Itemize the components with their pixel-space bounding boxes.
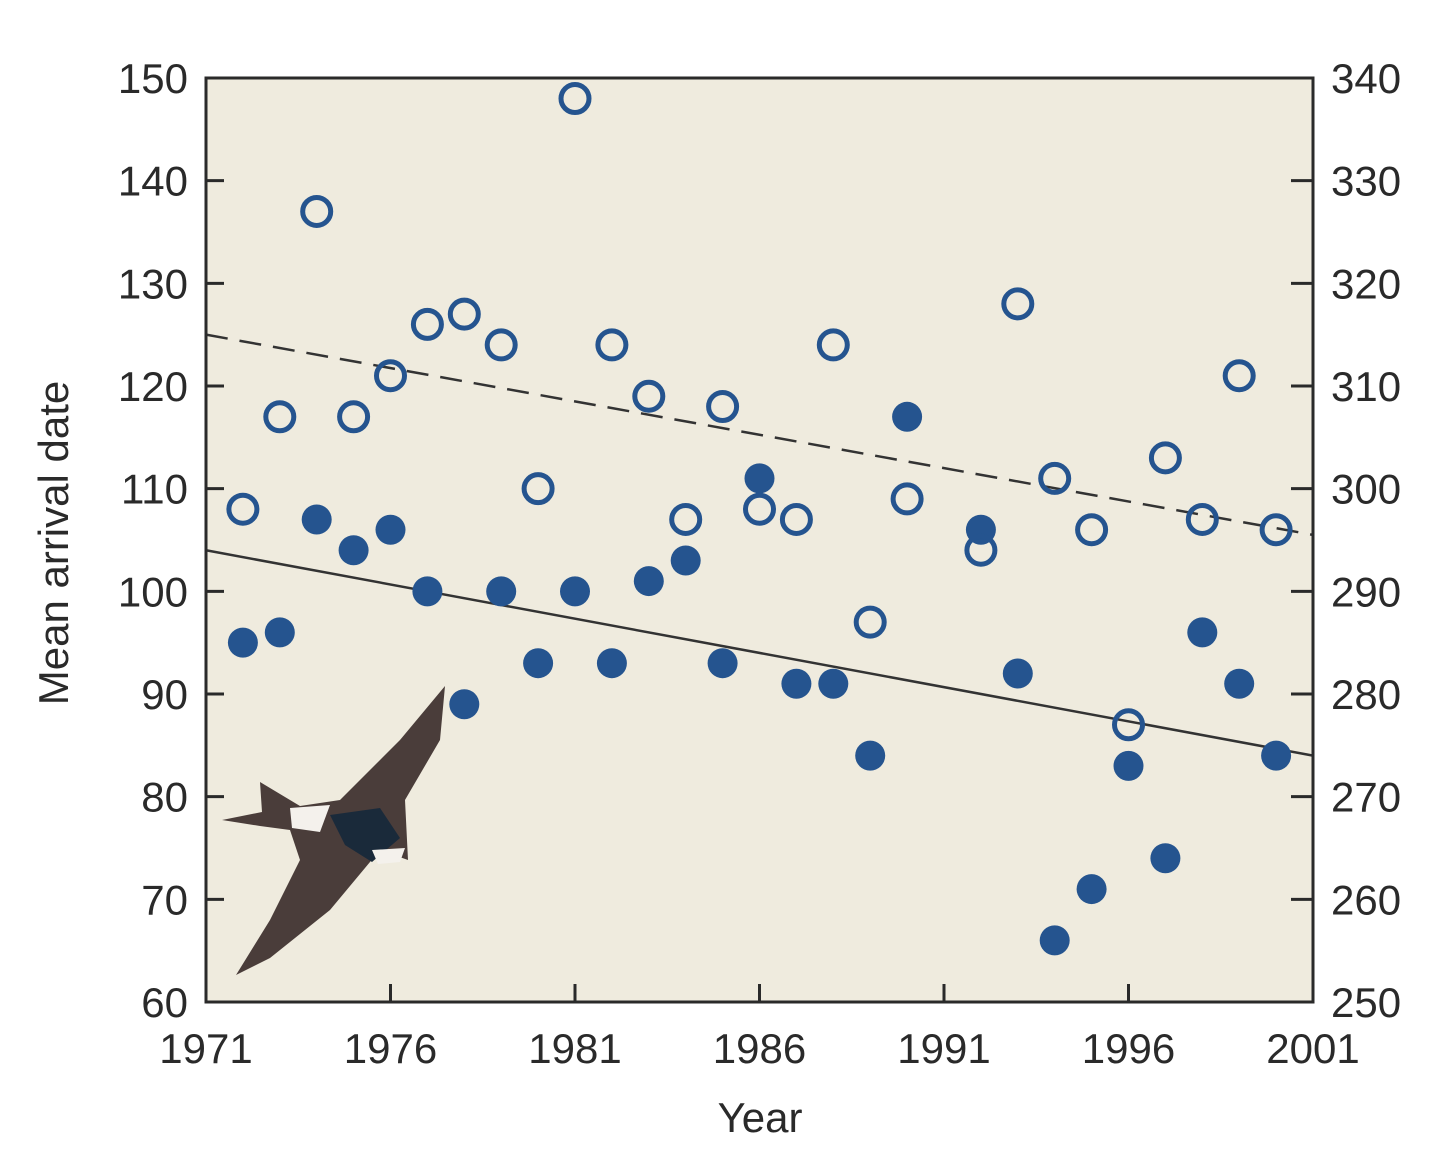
- y-tick-label: 150: [118, 55, 188, 102]
- open-data-point: [1075, 513, 1109, 547]
- swallow-illustration: [222, 686, 445, 975]
- x-tick-label: 1991: [897, 1025, 990, 1072]
- y-tick-label: 130: [118, 260, 188, 307]
- open-data-point: [1148, 441, 1182, 475]
- open-data-point: [964, 533, 998, 567]
- filled-data-point: [1113, 750, 1144, 781]
- y-tick-label: 90: [141, 671, 188, 718]
- filled-data-point: [1261, 740, 1292, 771]
- x-tick-label: 1971: [159, 1025, 252, 1072]
- filled-data-point: [1187, 617, 1218, 648]
- y-tick-label: 100: [118, 568, 188, 615]
- filled-data-point: [449, 689, 480, 720]
- filled-data-point: [744, 463, 775, 494]
- y2-tick-label: 340: [1331, 55, 1401, 102]
- open-data-point: [484, 328, 518, 362]
- filled-data-point: [596, 648, 627, 679]
- y2-tick-label: 280: [1331, 671, 1401, 718]
- open-data-point: [595, 328, 629, 362]
- filled-data-point: [1002, 658, 1033, 689]
- filled-data-point: [633, 566, 664, 597]
- filled-data-point: [707, 648, 738, 679]
- filled-data-point: [301, 504, 332, 535]
- open-data-point: [558, 82, 592, 116]
- filled-data-point: [486, 576, 517, 607]
- open-data-point: [300, 194, 334, 228]
- y2-tick-label: 250: [1331, 979, 1401, 1026]
- filled-data-point: [1224, 668, 1255, 699]
- filled-data-point: [375, 514, 406, 545]
- open-data-point: [447, 297, 481, 331]
- y-tick-label: 110: [121, 466, 188, 513]
- open-data-point: [632, 379, 666, 413]
- open-data-point: [1259, 513, 1293, 547]
- open-data-point: [1185, 502, 1219, 536]
- filled-data-point: [670, 545, 701, 576]
- x-tick-label: 2001: [1266, 1025, 1359, 1072]
- x-tick-label: 1986: [713, 1025, 806, 1072]
- y-tick-label: 60: [141, 979, 188, 1026]
- filled-data-point: [892, 401, 923, 432]
- y-tick-label: 80: [141, 774, 188, 821]
- open-data-point: [669, 502, 703, 536]
- open-data-point: [337, 400, 371, 434]
- y2-tick-label: 330: [1331, 158, 1401, 205]
- filled-data-point: [412, 576, 443, 607]
- open-data-point: [1112, 708, 1145, 742]
- x-axis-label: Year: [718, 1094, 803, 1141]
- open-data-point: [1038, 461, 1072, 495]
- filled-data-point: [1039, 925, 1070, 956]
- y-tick-label: 120: [118, 363, 188, 410]
- open-data-point: [410, 307, 444, 341]
- filled-data-point: [1150, 843, 1181, 874]
- filled-data-point: [818, 668, 849, 699]
- filled-data-point: [855, 740, 886, 771]
- y2-tick-label: 320: [1331, 260, 1401, 307]
- open-data-point: [816, 328, 850, 362]
- x-tick-label: 1981: [528, 1025, 621, 1072]
- y2-tick-label: 270: [1331, 774, 1401, 821]
- open-data-point: [374, 359, 407, 393]
- open-data-point: [743, 492, 776, 526]
- open-data-point: [521, 472, 555, 506]
- open-data-point: [779, 502, 813, 536]
- open-data-point: [853, 605, 887, 639]
- filled-data-point: [560, 576, 590, 607]
- filled-data-point: [1076, 874, 1107, 905]
- open-data-point: [1001, 287, 1035, 321]
- x-tick-label: 1976: [344, 1025, 437, 1072]
- y2-tick-label: 310: [1331, 363, 1401, 410]
- filled-data-point: [523, 648, 554, 679]
- y-tick-label: 140: [118, 158, 188, 205]
- dashed-trend-line: [205, 333, 1314, 537]
- y-tick-label: 70: [141, 876, 188, 923]
- solid-trend-line: [205, 549, 1314, 757]
- y2-tick-label: 300: [1331, 466, 1401, 513]
- open-data-point: [226, 492, 260, 526]
- open-data-point: [1222, 359, 1256, 393]
- y-axis-label: Mean arrival date: [30, 381, 77, 706]
- open-data-point: [890, 482, 924, 516]
- filled-data-point: [338, 535, 369, 566]
- filled-data-point: [781, 668, 812, 699]
- open-data-point: [263, 400, 297, 434]
- filled-data-point: [264, 617, 295, 648]
- y2-tick-label: 290: [1331, 568, 1401, 615]
- y2-tick-label: 260: [1331, 876, 1401, 923]
- plot-area: [206, 78, 1313, 1002]
- open-data-point: [706, 390, 740, 424]
- filled-data-point: [227, 627, 258, 658]
- x-tick-label: 1996: [1082, 1025, 1175, 1072]
